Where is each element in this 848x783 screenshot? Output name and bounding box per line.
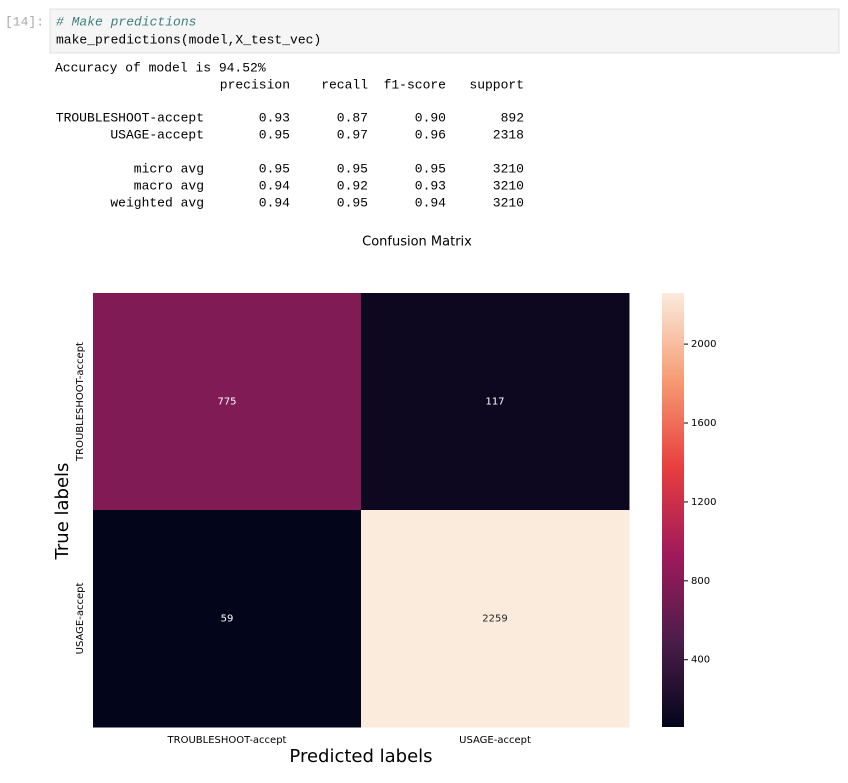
- report-cell: 892: [501, 110, 524, 125]
- cell-annotation: 117: [485, 397, 504, 408]
- colorbar-tick-label: 1200: [691, 497, 716, 508]
- code-line: make_predictions(model,X_test_vec): [56, 32, 321, 47]
- y-tick-label: TROUBLESHOOT-accept: [75, 342, 86, 462]
- report-header: recall: [321, 77, 368, 92]
- report-cell: 3210: [493, 195, 524, 210]
- chart-title: Confusion Matrix: [362, 235, 472, 250]
- report-cell: 0.97: [337, 127, 368, 142]
- colorbar: [662, 293, 684, 727]
- report-cell: 3210: [493, 161, 524, 176]
- x-tick-label: USAGE-accept: [459, 735, 531, 746]
- colorbar-tick-label: 400: [691, 655, 710, 666]
- report-cell: 0.95: [415, 161, 446, 176]
- report-cell: TROUBLESHOOT-accept: [56, 110, 204, 125]
- y-tick-label: USAGE-accept: [75, 583, 86, 655]
- report-header: precision: [220, 77, 290, 92]
- colorbar-tick-label: 1600: [691, 418, 716, 429]
- report-cell: 3210: [493, 178, 524, 193]
- report-cell: 0.95: [337, 161, 368, 176]
- x-tick-label: TROUBLESHOOT-accept: [167, 735, 287, 746]
- cell-annotation: 59: [221, 614, 234, 625]
- report-cell: 0.90: [415, 110, 446, 125]
- colorbar-tick-label: 800: [691, 576, 710, 587]
- report-cell: USAGE-accept: [110, 127, 204, 142]
- heatmap-cell: [361, 293, 630, 511]
- report-cell: 0.92: [337, 178, 368, 193]
- code-cell[interactable]: [49, 8, 840, 54]
- report-cell: weighted avg: [110, 195, 204, 210]
- report-cell: 0.95: [337, 195, 368, 210]
- report-cell: 0.95: [259, 161, 290, 176]
- accuracy-text: Accuracy of model is 94.52%: [55, 60, 266, 75]
- report-cell: 0.87: [337, 110, 368, 125]
- report-cell: 0.93: [415, 178, 446, 193]
- report-cell: 0.94: [259, 178, 290, 193]
- report-cell: 0.93: [259, 110, 290, 125]
- y-axis-label: True labels: [52, 463, 73, 561]
- heatmap-cell: [361, 510, 630, 728]
- report-cell: 0.94: [259, 195, 290, 210]
- report-cell: 0.95: [259, 127, 290, 142]
- report-header: f1-score: [384, 77, 446, 92]
- heatmap-cell: [93, 293, 362, 511]
- cell-prompt: [14]:: [5, 14, 44, 29]
- cell-annotation: 775: [217, 397, 236, 408]
- report-cell: 0.96: [415, 127, 446, 142]
- report-cell: macro avg: [134, 178, 204, 193]
- heatmap-cell: [93, 510, 362, 728]
- report-cell: 0.94: [415, 195, 446, 210]
- colorbar-tick-label: 2000: [691, 339, 716, 350]
- report-cell: 2318: [493, 127, 524, 142]
- cell-annotation: 2259: [482, 614, 507, 625]
- report-header: support: [469, 77, 524, 92]
- code-comment: # Make predictions: [56, 14, 196, 29]
- x-axis-label: Predicted labels: [289, 746, 432, 767]
- report-cell: micro avg: [134, 161, 204, 176]
